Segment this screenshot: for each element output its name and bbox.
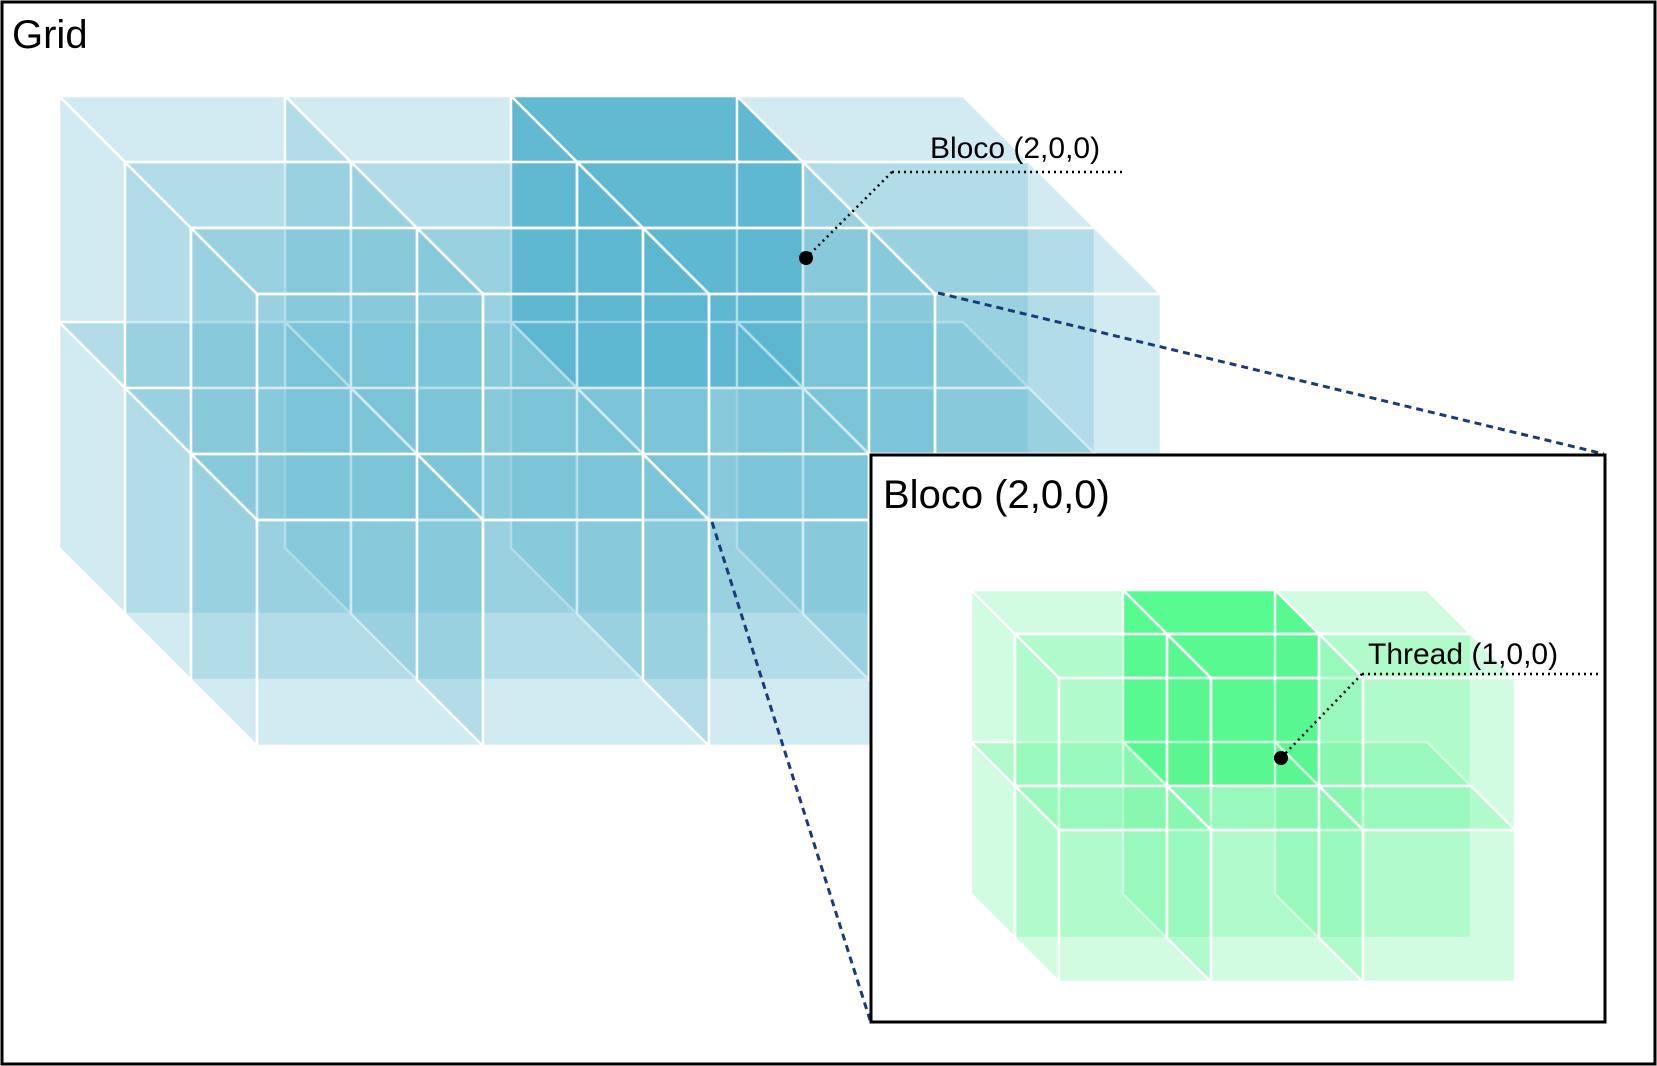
inset-title: Bloco (2,0,0)	[883, 473, 1110, 517]
grid-callout-label: Bloco (2,0,0)	[930, 132, 1100, 165]
thread-callout-dot	[1274, 751, 1288, 765]
grid-cube	[187, 450, 487, 750]
block-cube	[1163, 782, 1367, 986]
thread-callout-label: Thread (1,0,0)	[1368, 638, 1558, 671]
zoom-lines	[710, 291, 1605, 1021]
block-cube	[1315, 782, 1519, 986]
zoom-line-bottom	[710, 521, 872, 1021]
block-cube	[1315, 630, 1519, 834]
thread-callout: Thread (1,0,0)	[1274, 638, 1602, 765]
block-cube-front	[1361, 828, 1517, 984]
grid-cubes	[55, 92, 1165, 750]
grid-cube	[639, 224, 939, 524]
grid-cube	[413, 450, 713, 750]
grid-callout-leader	[805, 171, 893, 259]
zoom-line-top	[937, 291, 1605, 456]
grid-title: Grid	[12, 13, 88, 57]
thread-callout-leader	[1280, 673, 1363, 759]
grid-callout: Bloco (2,0,0)	[799, 132, 1126, 265]
block-inset: Bloco (2,0,0) Thread (1,0,0)	[869, 453, 1607, 1024]
grid-callout-dot	[799, 251, 813, 265]
block-cubes	[967, 586, 1519, 986]
